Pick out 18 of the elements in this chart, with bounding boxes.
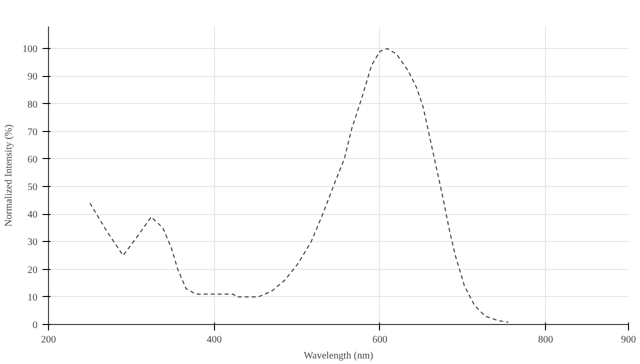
y-tick-label: 70 xyxy=(28,126,38,138)
y-tick-label: 100 xyxy=(22,44,38,56)
y-tick-label: 90 xyxy=(28,72,38,83)
x-tick-label: 400 xyxy=(206,334,222,346)
y-tick-label: 50 xyxy=(28,182,38,194)
y-tick-label: 80 xyxy=(28,99,38,110)
x-tick-label: 800 xyxy=(538,334,554,346)
x-tick-label: 600 xyxy=(372,334,388,346)
y-axis-title: Normalized Intensity (%) xyxy=(4,124,14,227)
x-tick-label: 900 xyxy=(621,334,636,346)
y-tick-label: 30 xyxy=(28,237,38,248)
y-tick-label: 40 xyxy=(28,210,38,221)
y-tick-label: 60 xyxy=(28,154,38,166)
x-tick-label: 200 xyxy=(41,334,56,346)
y-tick-label: 20 xyxy=(28,264,38,276)
x-axis-title: Wavelength (nm) xyxy=(304,350,374,362)
y-tick-label: 10 xyxy=(28,292,38,304)
y-tick-label: 0 xyxy=(32,320,38,331)
